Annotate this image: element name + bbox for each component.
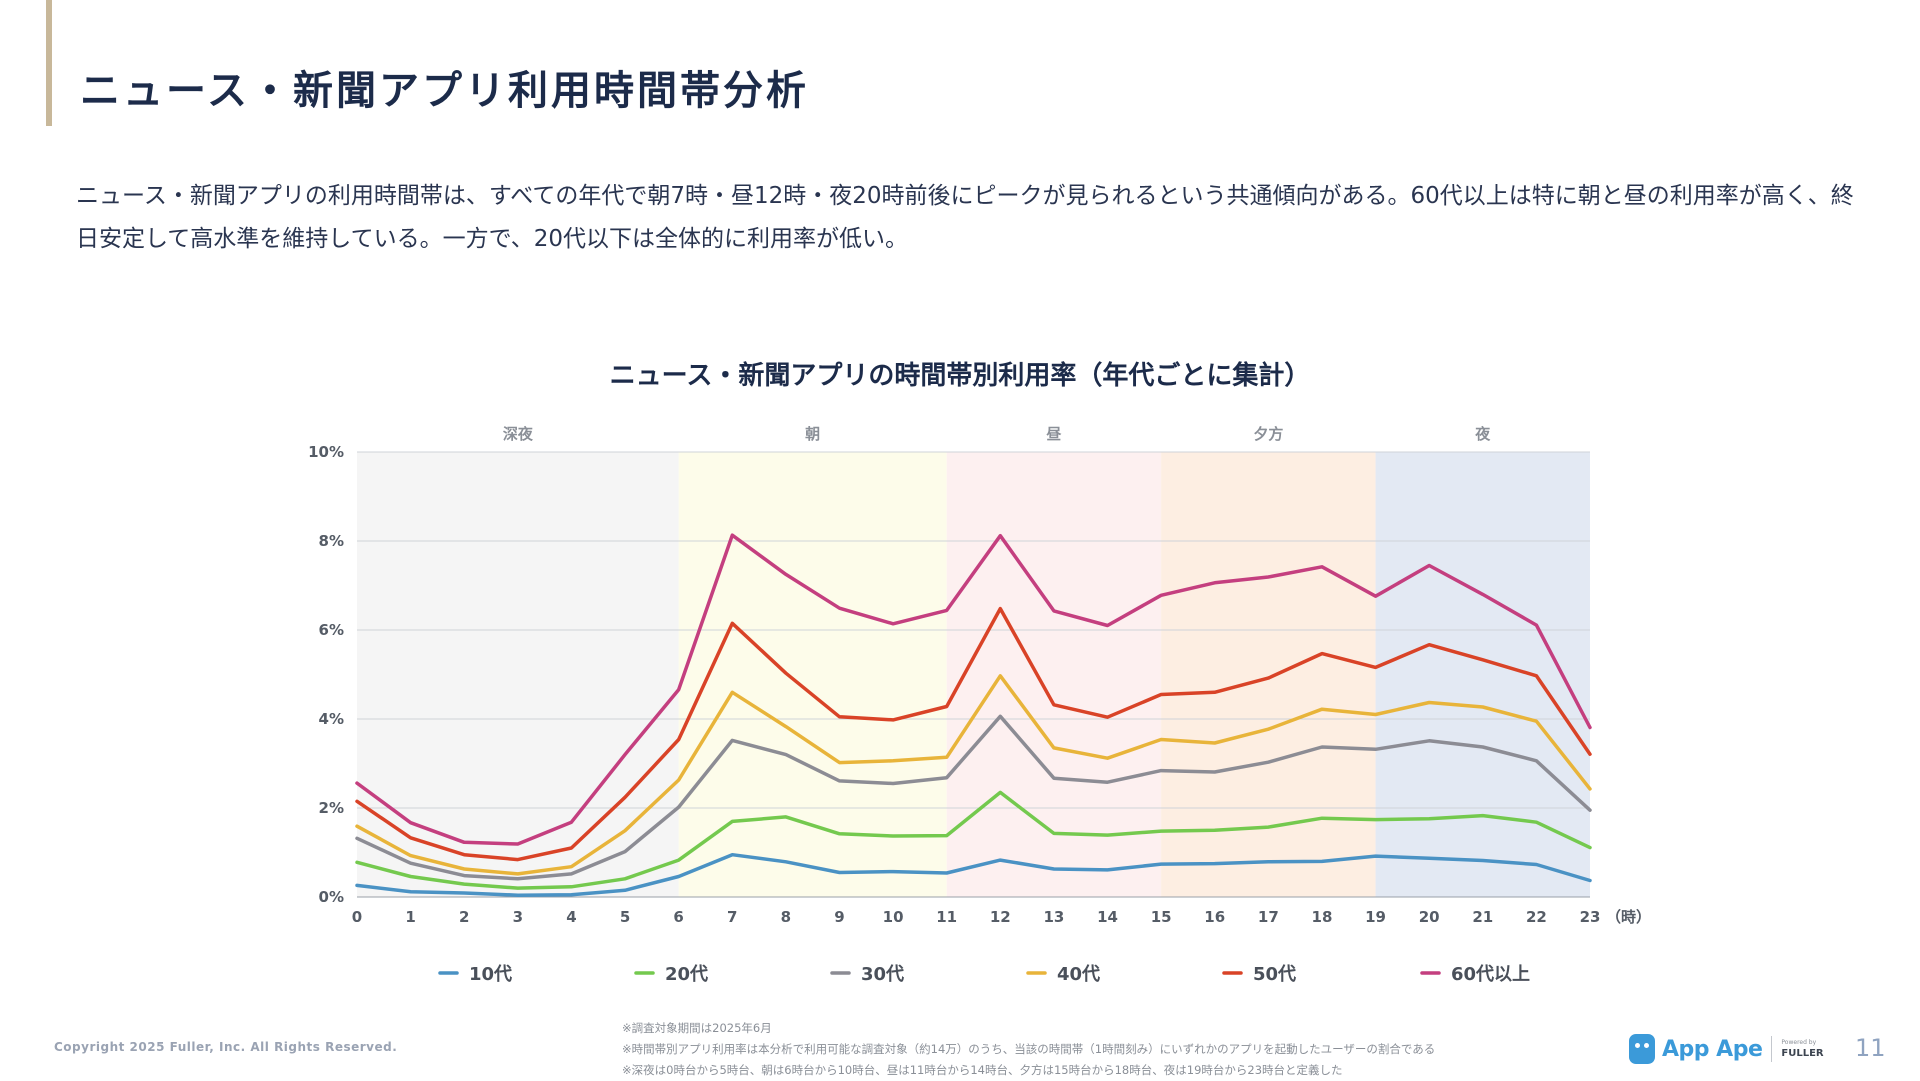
series-line — [355, 674, 1592, 876]
x-tick-label: 9 — [834, 908, 844, 926]
period-band — [1161, 452, 1376, 897]
y-tick-label: 4% — [319, 710, 344, 728]
x-tick-label: 16 — [1204, 908, 1225, 926]
x-tick-label: 17 — [1258, 908, 1279, 926]
page-description: ニュース・新聞アプリの利用時間帯は、すべての年代で朝7時・昼12時・夜20時前後… — [76, 183, 1854, 252]
series-line — [355, 533, 1592, 846]
chart-title: ニュース・新聞アプリの時間帯別利用率（年代ごとに集計） — [609, 361, 1311, 391]
page-title: ニュース・新聞アプリ利用時間帯分析 — [80, 68, 809, 114]
x-tick-label: 14 — [1097, 908, 1118, 926]
y-tick-label: 6% — [319, 621, 344, 639]
legend-label: 10代 — [469, 964, 512, 985]
divider — [1771, 1036, 1773, 1062]
x-tick-label: 5 — [620, 908, 630, 926]
legend-item: 60代以上 — [1420, 964, 1530, 985]
x-tick-label: 1 — [405, 908, 415, 926]
x-tick-label: 15 — [1151, 908, 1172, 926]
footnote: ※調査対象期間は2025年6月 — [622, 1021, 772, 1035]
x-tick-label: 10 — [883, 908, 904, 926]
legend-item: 20代 — [634, 964, 708, 985]
x-axis-unit: （時） — [1606, 908, 1651, 926]
legend-item: 10代 — [438, 964, 512, 985]
footnote: ※時間帯別アプリ利用率は本分析で利用可能な調査対象（約14万）のうち、当該の時間… — [622, 1042, 1436, 1056]
y-tick-label: 2% — [319, 799, 344, 817]
x-tick-label: 2 — [459, 908, 469, 926]
y-tick-label: 0% — [319, 888, 344, 906]
period-band — [357, 452, 679, 897]
footnotes: ※調査対象期間は2025年6月 ※時間帯別アプリ利用率は本分析で利用可能な調査対… — [622, 1018, 1435, 1081]
x-tick-label: 19 — [1365, 908, 1386, 926]
legend-item: 30代 — [830, 964, 904, 985]
powered-by-text: Powered by — [1781, 1038, 1817, 1046]
series-line — [355, 852, 1592, 897]
period-band — [678, 452, 947, 897]
x-tick-label: 18 — [1312, 908, 1333, 926]
powered-by-block: Powered by FULLER — [1781, 1038, 1824, 1059]
app-ape-icon — [1629, 1034, 1655, 1064]
x-tick-label: 6 — [673, 908, 683, 926]
copyright-text: Copyright 2025 Fuller, Inc. All Rights R… — [54, 1040, 398, 1054]
series-line — [355, 606, 1592, 862]
period-band — [946, 452, 1162, 897]
period-band — [1375, 452, 1590, 897]
accent-bar — [46, 0, 52, 126]
x-tick-label: 3 — [513, 908, 523, 926]
x-tick-label: 12 — [990, 908, 1011, 926]
series-line — [355, 714, 1592, 881]
period-label: 昼 — [1046, 425, 1061, 443]
company-name: FULLER — [1781, 1047, 1824, 1059]
legend-item: 40代 — [1026, 964, 1100, 985]
x-tick-label: 21 — [1472, 908, 1493, 926]
period-label: 朝 — [805, 425, 820, 443]
x-tick-label: 4 — [566, 908, 576, 926]
period-label: 夕方 — [1253, 425, 1283, 443]
legend-item: 50代 — [1222, 964, 1296, 985]
series-line — [355, 790, 1592, 890]
legend-label: 60代以上 — [1451, 964, 1530, 985]
period-label: 深夜 — [503, 425, 534, 443]
y-tick-label: 8% — [319, 532, 344, 550]
brand-logo: App Ape Powered by FULLER — [1629, 1029, 1824, 1069]
footnote: ※深夜は0時台から5時台、朝は6時台から10時台、昼は11時台から14時台、夕方… — [622, 1063, 1343, 1077]
period-label: 夜 — [1474, 425, 1491, 443]
x-tick-label: 23 — [1580, 908, 1601, 926]
x-tick-label: 13 — [1043, 908, 1064, 926]
x-tick-label: 20 — [1419, 908, 1440, 926]
x-tick-label: 22 — [1526, 908, 1547, 926]
legend-label: 30代 — [861, 964, 904, 985]
x-tick-label: 11 — [936, 908, 957, 926]
x-tick-label: 7 — [727, 908, 737, 926]
legend-label: 50代 — [1253, 964, 1296, 985]
legend-label: 20代 — [665, 964, 708, 985]
legend-label: 40代 — [1057, 964, 1100, 985]
x-tick-label: 8 — [781, 908, 791, 926]
x-tick-label: 0 — [352, 908, 362, 926]
page-number: 11 — [1855, 1034, 1886, 1062]
y-tick-label: 10% — [308, 443, 344, 461]
brand-name: App Ape — [1662, 1036, 1763, 1062]
